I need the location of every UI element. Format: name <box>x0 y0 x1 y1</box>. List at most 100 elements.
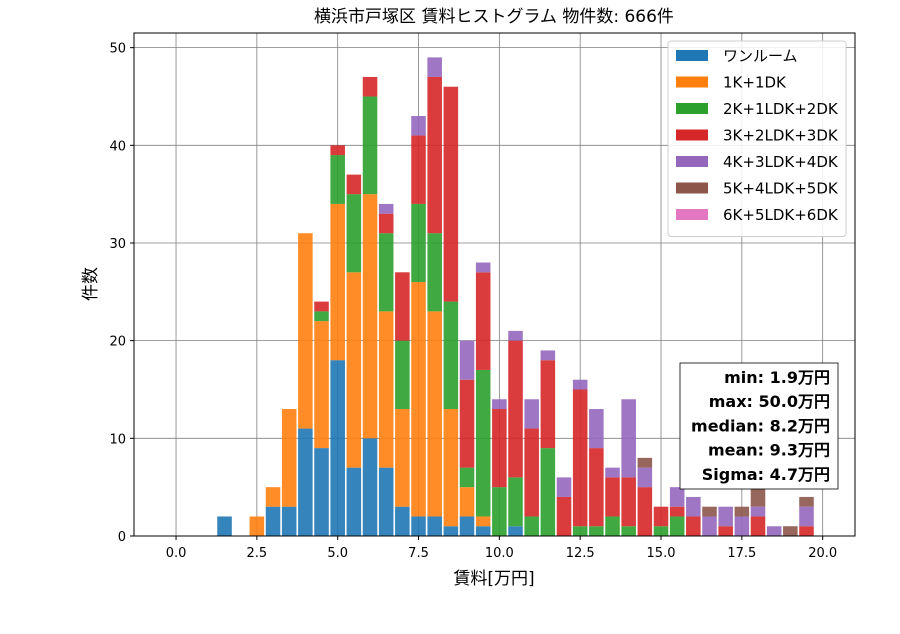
bar-segment <box>427 57 442 77</box>
bar-segment <box>411 203 426 283</box>
bar-segment <box>799 506 814 527</box>
bar-segment <box>605 467 620 478</box>
bar-segment <box>524 428 539 517</box>
bar-segment <box>524 516 539 536</box>
y-axis-label: 件数 <box>81 267 101 301</box>
bar-segment <box>362 438 378 536</box>
legend-label: 2K+1LDK+2DK <box>723 100 839 118</box>
bar-segment <box>750 516 766 536</box>
bar-segment <box>330 360 345 536</box>
bar-segment <box>766 526 782 536</box>
x-tick-label: 20.0 <box>808 546 837 561</box>
bar-segment <box>799 496 814 507</box>
bar-segment <box>346 272 362 468</box>
bar-segment <box>556 496 572 536</box>
bar-segment <box>362 96 378 195</box>
stats-line: min: 1.9万円 <box>724 368 830 387</box>
legend-swatch <box>676 182 708 194</box>
bar-segment <box>298 428 313 536</box>
y-tick-label: 0 <box>118 530 126 545</box>
bar-segment <box>459 487 475 517</box>
bar-segment <box>411 516 426 536</box>
x-tick-label: 17.5 <box>727 546 756 561</box>
legend-label: 1K+1DK <box>723 74 787 92</box>
legend-swatch <box>676 103 708 114</box>
bar-segment <box>556 477 572 497</box>
x-tick-label: 7.5 <box>408 546 429 561</box>
bar-segment <box>475 272 491 370</box>
bar-segment <box>686 496 701 517</box>
bar-segment <box>346 194 362 273</box>
plot-frame <box>133 32 856 537</box>
bar-segment <box>330 145 345 156</box>
bar-segment <box>653 506 669 527</box>
bar-segment <box>750 506 766 517</box>
y-tick-label: 50 <box>109 42 126 57</box>
x-tick-label: 12.5 <box>566 546 595 561</box>
x-tick-label: 5.0 <box>327 546 348 561</box>
bar-segment <box>475 516 491 527</box>
bar-segment <box>314 311 329 322</box>
bar-segment <box>395 506 410 536</box>
bar-segment <box>314 321 329 449</box>
y-tick-label: 10 <box>109 432 126 447</box>
bar-segment <box>621 399 636 478</box>
bar-segment <box>281 409 297 507</box>
stats-line: max: 50.0万円 <box>709 392 830 411</box>
bar-segment <box>427 76 442 234</box>
bar-segment <box>621 526 636 536</box>
bar-segment <box>605 516 620 536</box>
bar-segment <box>492 399 507 410</box>
bar-segment <box>669 506 685 517</box>
bar-segment <box>395 340 410 410</box>
bar-segment <box>443 301 459 410</box>
legend-swatch <box>676 50 708 61</box>
bar-segment <box>330 155 345 204</box>
bar-segment <box>572 526 588 536</box>
bar-segment <box>362 194 378 439</box>
bar-segment <box>314 301 329 312</box>
bar-segment <box>669 516 685 536</box>
bar-segment <box>395 272 410 341</box>
bar-segment <box>621 477 636 527</box>
x-ticks: 0.0 2.5 5.0 7.5 10.0 12.5 15.0 17.5 20.0 <box>166 536 837 561</box>
bar-segment <box>783 526 798 536</box>
bar-segment <box>508 526 523 536</box>
bar-segment <box>298 233 313 429</box>
bar-segment <box>702 516 717 536</box>
bar-segment <box>443 409 459 527</box>
bar-segment <box>492 409 507 488</box>
bar-segment <box>281 506 297 536</box>
bar-segment <box>346 467 362 536</box>
bar-segment <box>459 516 475 536</box>
x-tick-label: 15.0 <box>647 546 676 561</box>
bar-segment <box>572 379 588 390</box>
stats-box-frame <box>679 362 839 490</box>
legend-swatch <box>676 76 708 88</box>
bar-segment <box>459 340 475 380</box>
legend-swatch <box>676 156 708 167</box>
legend-label: 5K+4LDK+5DK <box>723 180 839 198</box>
stats-box: min: 1.9万円 max: 50.0万円 median: 8.2万円 mean: … <box>679 362 839 490</box>
legend-label: 6K+5LDK+6DK <box>723 206 839 224</box>
bar-segment <box>734 516 750 536</box>
bar-segment <box>734 506 750 517</box>
bar-segment <box>362 76 378 97</box>
bar-segment <box>411 116 426 136</box>
bar-segment <box>217 516 232 536</box>
bar-segment <box>589 448 604 527</box>
bars-layer <box>217 57 814 536</box>
bar-segment <box>475 526 491 536</box>
bar-segment <box>265 487 281 507</box>
stats-line: Sigma: 4.7万円 <box>702 465 830 484</box>
bar-segment <box>572 389 588 527</box>
bar-segment <box>459 467 475 488</box>
bar-segment <box>508 340 523 478</box>
bar-segment <box>475 369 491 517</box>
bar-segment <box>637 487 653 536</box>
bar-segment <box>718 506 733 527</box>
bar-segment <box>605 477 620 517</box>
y-ticks: 0 10 20 30 40 50 <box>109 42 134 545</box>
bar-segment <box>718 526 733 536</box>
